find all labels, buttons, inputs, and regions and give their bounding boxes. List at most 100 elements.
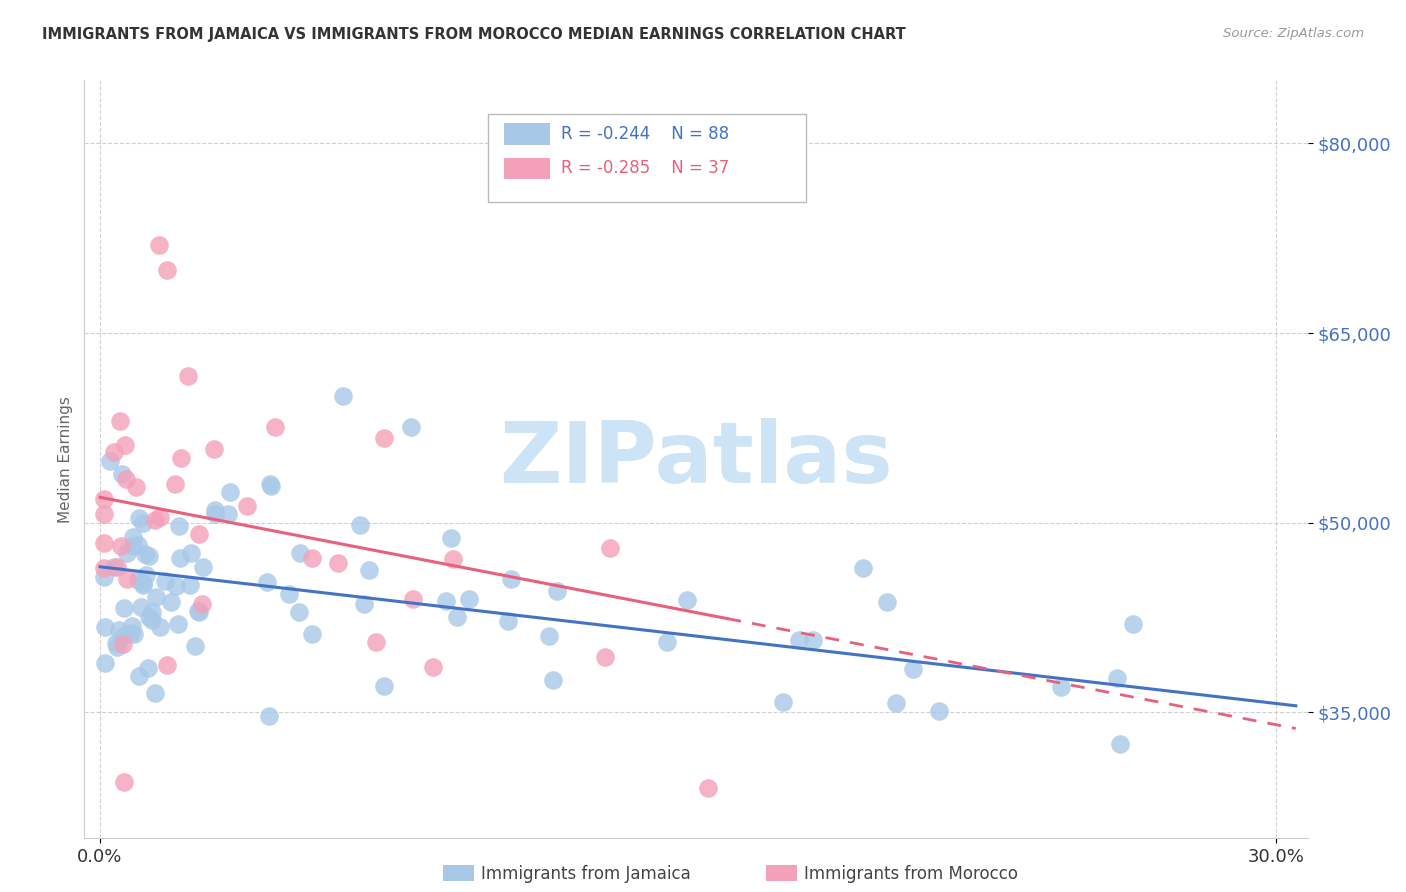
Point [184,639,207,653]
Point [143,512,166,526]
Point [93,535,115,549]
Point [187,527,209,541]
Y-axis label: Median Earnings: Median Earnings [58,396,73,523]
Point [349,518,371,533]
Point [876,595,898,609]
Point [373,679,395,693]
Bar [503,158,550,178]
Point [93,507,115,521]
Point [156,263,179,277]
Point [115,472,138,486]
Point [301,627,323,641]
Bar [503,123,550,145]
Point [655,635,678,649]
Point [593,649,616,664]
Point [499,572,522,586]
Point [134,547,156,561]
Point [434,594,457,608]
Point [122,540,145,554]
Point [128,510,150,524]
Point [160,595,183,609]
Point [111,467,134,482]
Point [124,480,146,494]
Point [141,613,163,627]
Point [256,575,278,590]
Point [259,709,281,723]
Point [170,450,193,465]
Point [129,599,152,614]
Text: Source: ZipAtlas.com: Source: ZipAtlas.com [1223,27,1364,40]
Point [191,597,214,611]
Point [167,518,190,533]
Point [440,531,463,545]
Point [136,660,159,674]
Point [138,609,160,624]
Point [498,614,520,628]
Point [105,636,128,650]
Point [188,605,211,619]
Point [165,477,187,491]
Text: Immigrants from Jamaica: Immigrants from Jamaica [481,865,690,883]
Point [114,438,136,452]
Text: Immigrants from Morocco: Immigrants from Morocco [804,865,1018,883]
FancyBboxPatch shape [488,114,806,202]
Point [204,442,226,457]
Text: IMMIGRANTS FROM JAMAICA VS IMMIGRANTS FROM MOROCCO MEDIAN EARNINGS CORRELATION C: IMMIGRANTS FROM JAMAICA VS IMMIGRANTS FR… [42,27,905,42]
Point [696,780,718,795]
Point [128,669,150,683]
Point [1121,617,1143,632]
Point [301,550,323,565]
Point [165,579,187,593]
Point [169,550,191,565]
Point [111,637,134,651]
Point [193,560,215,574]
Point [98,454,121,468]
Point [772,695,794,709]
Point [458,591,481,606]
Point [122,627,145,641]
Point [1108,737,1130,751]
Point [928,704,950,718]
Point [117,572,139,586]
Point [546,583,568,598]
Point [422,660,444,674]
Point [446,610,468,624]
Point [108,414,131,429]
Point [138,549,160,563]
Point [801,632,824,647]
Point [288,546,311,560]
Point [288,605,311,619]
Point [179,578,201,592]
Point [399,420,422,434]
Point [1107,671,1129,685]
Point [852,560,875,574]
Point [332,389,354,403]
Point [111,629,134,643]
Point [364,635,387,649]
Point [1049,680,1071,694]
Point [156,658,179,673]
Point [264,420,287,434]
Point [94,656,117,670]
Point [884,696,907,710]
Point [103,560,125,574]
Text: R = -0.244    N = 88: R = -0.244 N = 88 [561,125,730,143]
Point [217,507,239,521]
Point [105,640,128,654]
Point [204,508,226,522]
Point [115,546,138,560]
Point [121,530,143,544]
Point [903,662,925,676]
Point [236,499,259,513]
Point [120,626,142,640]
Point [107,560,129,574]
Point [127,538,149,552]
Point [328,556,350,570]
Point [145,591,167,605]
Point [537,629,560,643]
Point [541,673,564,688]
Point [103,445,125,459]
Point [353,598,375,612]
Point [401,591,423,606]
Point [93,492,115,507]
